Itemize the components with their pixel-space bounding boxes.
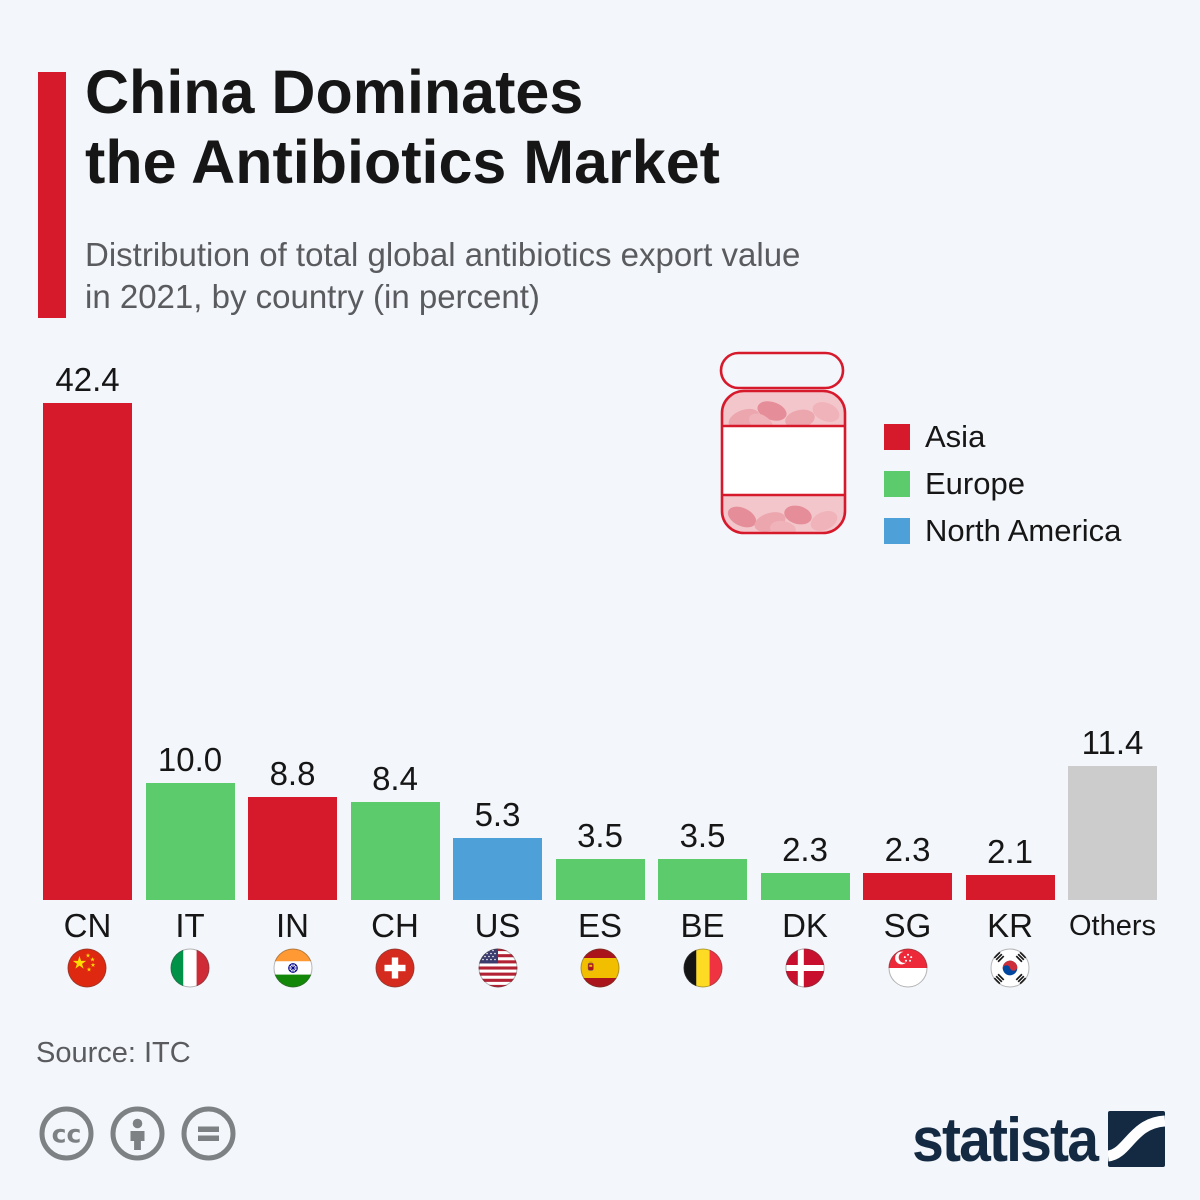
flag-us-icon	[478, 948, 518, 988]
bar-value-label-dk: 2.3	[782, 831, 828, 868]
bar-group-in: 8.8 IN	[248, 340, 337, 1000]
flag-it-icon	[170, 948, 210, 988]
source-text: Source: ITC	[36, 1037, 191, 1069]
bar-group-ch: 8.4 CH	[350, 340, 440, 1000]
legend-label-north-america: North America	[925, 513, 1122, 548]
legend-label-europe: Europe	[925, 466, 1025, 501]
bottle-cap	[719, 351, 845, 390]
bar-value-label-cn: 42.4	[55, 361, 120, 399]
category-label-us: US	[474, 907, 521, 944]
bar-group-others: 11.4 Others	[1068, 340, 1157, 1000]
flag-dk-icon	[785, 948, 825, 988]
license-icons: cc	[38, 1105, 237, 1162]
bar-group-it: 10.0 IT	[145, 340, 235, 1000]
category-label-dk: DK	[782, 907, 828, 944]
legend-item-asia: Asia	[884, 421, 1121, 452]
bar-value-label-be: 3.5	[679, 817, 726, 854]
cc-icon[interactable]: cc	[38, 1105, 95, 1162]
flag-es-icon	[580, 948, 620, 988]
bar-value-label-us: 5.3	[474, 795, 521, 833]
bar-es	[555, 859, 645, 900]
statista-logo[interactable]: statista	[896, 1106, 1165, 1176]
bar-sg	[863, 873, 952, 900]
category-label-ch: CH	[371, 907, 419, 944]
title-accent-bar	[38, 72, 66, 318]
chart-subtitle: Distribution of total global antibiotics…	[85, 236, 801, 316]
es-emblem	[587, 961, 594, 971]
category-label-es: ES	[577, 907, 623, 944]
bar-chart: 42.4 CN	[43, 340, 1157, 1000]
bar-value-label-others: 11.4	[1081, 724, 1144, 762]
legend-swatch-north-america	[884, 517, 910, 544]
bar-dk	[760, 873, 850, 900]
bar-it	[145, 782, 235, 900]
attribution-person-icon[interactable]	[109, 1105, 166, 1162]
page-title: China Dominates the Antibiotics Market	[85, 58, 720, 196]
pill-bottle-illustration	[716, 349, 850, 539]
legend-item-north-america: North America	[884, 515, 1121, 546]
chart-legend: Asia Europe North America	[884, 421, 1121, 546]
svg-text:cc: cc	[52, 1120, 82, 1149]
bottle-body	[720, 389, 847, 535]
flag-cn-icon	[67, 948, 107, 988]
legend-swatch-asia	[884, 423, 910, 450]
bar-group-cn: 42.4 CN	[43, 340, 132, 1000]
bar-others	[1068, 766, 1157, 900]
category-label-be: BE	[680, 907, 725, 944]
bar-value-label-ch: 8.4	[372, 759, 418, 797]
bar-be	[658, 859, 747, 900]
bar-group-be: 3.5 BE	[658, 340, 747, 1000]
legend-label-asia: Asia	[925, 419, 986, 454]
bar-group-kr: 2.1 KR	[965, 340, 1055, 1000]
flag-be-icon	[683, 948, 723, 988]
legend-swatch-europe	[884, 470, 910, 497]
category-label-it: IT	[175, 907, 205, 944]
category-label-others: Others	[1068, 910, 1157, 942]
bar-us	[453, 837, 542, 900]
bar-kr	[965, 875, 1055, 900]
bar-in	[248, 796, 337, 900]
flag-ch-icon	[375, 948, 415, 988]
category-label-sg: SG	[883, 907, 932, 944]
category-label-in: IN	[276, 907, 309, 944]
bar-value-label-kr: 2.1	[987, 833, 1033, 871]
statista-logo-mark	[1108, 1111, 1165, 1167]
category-label-kr: KR	[987, 907, 1033, 944]
flag-sg-icon	[888, 948, 928, 988]
category-label-cn: CN	[63, 907, 112, 944]
bar-group-us: 5.3 US	[453, 340, 542, 1000]
bar-cn	[43, 403, 132, 900]
flag-in-icon	[273, 948, 313, 988]
equals-icon[interactable]	[180, 1105, 237, 1162]
bar-group-es: 3.5 ES	[555, 340, 645, 1000]
bar-value-label-in: 8.8	[269, 754, 316, 792]
flag-kr-icon	[990, 948, 1030, 988]
statista-wordmark: statista	[911, 1106, 1099, 1176]
bar-ch	[350, 801, 440, 900]
bar-value-label-es: 3.5	[577, 817, 623, 854]
bar-value-label-it: 10.0	[157, 740, 223, 778]
bar-value-label-sg: 2.3	[884, 831, 931, 868]
bar-group-sg: 2.3 SG	[863, 340, 952, 1000]
bar-group-dk: 2.3 DK	[760, 340, 850, 1000]
legend-item-europe: Europe	[884, 468, 1121, 499]
